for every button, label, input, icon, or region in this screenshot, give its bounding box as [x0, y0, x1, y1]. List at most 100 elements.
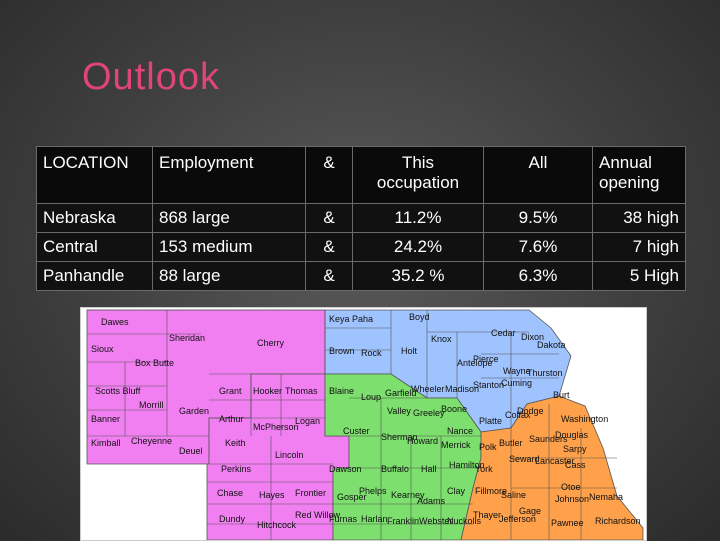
- county-label-lancaster: Lancaster: [535, 456, 575, 466]
- county-label-scotts-bluff: Scotts Bluff: [95, 386, 141, 396]
- county-labels: Dawes Sheridan Cherry Keya Paha Boyd Knox Ceda…: [91, 312, 641, 530]
- county-label-dawson: Dawson: [329, 464, 362, 474]
- cell-ampersand: &: [305, 232, 353, 262]
- county-label-otoe: Otoe: [561, 482, 581, 492]
- county-label-hall: Hall: [421, 464, 437, 474]
- county-label-deuel: Deuel: [179, 446, 203, 456]
- cell-location: Nebraska: [36, 203, 153, 233]
- table-row: Panhandle 88 large & 35.2 % 6.3% 5 High: [36, 261, 686, 291]
- county-label-webster: Webster: [419, 516, 452, 526]
- county-label-hamilton: Hamilton: [449, 460, 485, 470]
- county-label-nance: Nance: [447, 426, 473, 436]
- county-label-cherry: Cherry: [257, 338, 285, 348]
- county-label-stanton: Stanton: [473, 380, 504, 390]
- county-label-lincoln: Lincoln: [275, 450, 304, 460]
- county-label-furnas: Furnas: [329, 514, 358, 524]
- county-label-hayes: Hayes: [259, 490, 285, 500]
- county-label-johnson: Johnson: [555, 494, 589, 504]
- county-label-madison: Madison: [445, 384, 479, 394]
- county-label-kearney: Kearney: [391, 490, 425, 500]
- county-label-knox: Knox: [431, 334, 452, 344]
- county-label-burt: Burt: [553, 390, 570, 400]
- table-row: Central 153 medium & 24.2% 7.6% 7 high: [36, 232, 686, 262]
- county-label-keith: Keith: [225, 438, 246, 448]
- county-label-cass: Cass: [565, 460, 586, 470]
- county-label-seward: Seward: [509, 454, 540, 464]
- cell-ampersand: &: [305, 261, 353, 291]
- county-label-buffalo: Buffalo: [381, 464, 409, 474]
- county-label-washington: Washington: [561, 414, 608, 424]
- county-label-merrick: Merrick: [441, 440, 471, 450]
- cell-this-occupation: 35.2 %: [352, 261, 484, 291]
- header-employment: Employment: [152, 146, 306, 204]
- county-label-thurston: Thurston: [527, 368, 563, 378]
- county-label-douglas: Douglas: [555, 430, 589, 440]
- county-label-wheeler: Wheeler: [411, 384, 445, 394]
- region-southeast: [460, 395, 644, 540]
- county-label-logan: Logan: [295, 416, 320, 426]
- header-ampersand: &: [305, 146, 353, 204]
- county-label-brown: Brown: [329, 346, 355, 356]
- county-label-holt: Holt: [401, 346, 418, 356]
- cell-location: Central: [36, 232, 153, 262]
- header-all: All: [483, 146, 593, 204]
- county-label-dodge: Dodge: [517, 406, 544, 416]
- cell-this-occupation: 24.2%: [352, 232, 484, 262]
- county-label-cheyenne: Cheyenne: [131, 436, 172, 446]
- county-label-butler: Butler: [499, 438, 523, 448]
- county-label-garden: Garden: [179, 406, 209, 416]
- county-label-frontier: Frontier: [295, 488, 326, 498]
- nebraska-county-map: Dawes Sheridan Cherry Keya Paha Boyd Knox Ceda…: [80, 307, 647, 541]
- county-label-jefferson: Jefferson: [499, 514, 536, 524]
- county-label-keya-paha: Keya Paha: [329, 314, 373, 324]
- county-label-morrill: Morrill: [139, 400, 164, 410]
- county-label-rock: Rock: [361, 348, 382, 358]
- county-label-banner: Banner: [91, 414, 120, 424]
- county-label-boyd: Boyd: [409, 312, 430, 322]
- county-label-howard: Howard: [407, 436, 438, 446]
- county-label-dakota: Dakota: [537, 340, 566, 350]
- county-label-box-butte: Box Butte: [135, 358, 174, 368]
- county-label-thayer: Thayer: [473, 510, 501, 520]
- county-label-thomas: Thomas: [285, 386, 318, 396]
- cell-annual-opening: 38 high: [592, 203, 686, 233]
- county-label-gosper: Gosper: [337, 492, 367, 502]
- cell-location: Panhandle: [36, 261, 153, 291]
- county-label-antelope: Antelope: [457, 358, 493, 368]
- county-label-greeley: Greeley: [413, 408, 445, 418]
- county-label-franklin: Franklin: [387, 516, 419, 526]
- cell-all: 7.6%: [483, 232, 593, 262]
- county-label-sioux: Sioux: [91, 344, 114, 354]
- cell-annual-opening: 7 high: [592, 232, 686, 262]
- county-label-hooker: Hooker: [253, 386, 282, 396]
- outlook-table: LOCATION Employment & This occupation Al…: [36, 146, 686, 291]
- county-label-chase: Chase: [217, 488, 243, 498]
- county-label-red-willow: Red Willow: [295, 510, 341, 520]
- county-label-sheridan: Sheridan: [169, 333, 205, 343]
- county-label-boone: Boone: [441, 404, 467, 414]
- county-label-arthur: Arthur: [219, 414, 244, 424]
- map-regions: [86, 309, 644, 540]
- county-label-sherman: Sherman: [381, 432, 418, 442]
- slide-title: Outlook: [82, 56, 220, 98]
- county-label-clay: Clay: [447, 486, 466, 496]
- county-label-nemaha: Nemaha: [589, 492, 623, 502]
- county-label-adams: Adams: [417, 496, 446, 506]
- county-label-polk: Polk: [479, 442, 497, 452]
- county-label-york: York: [475, 464, 493, 474]
- county-label-pawnee: Pawnee: [551, 518, 584, 528]
- county-label-saunders: Saunders: [529, 434, 568, 444]
- county-label-valley: Valley: [387, 406, 411, 416]
- county-label-dawes: Dawes: [101, 317, 129, 327]
- county-borders: [87, 309, 617, 540]
- county-label-harlan: Harlan: [361, 514, 388, 524]
- cell-ampersand: &: [305, 203, 353, 233]
- county-label-garfield: Garfield: [385, 388, 417, 398]
- cell-this-occupation: 11.2%: [352, 203, 484, 233]
- county-label-loup: Loup: [361, 392, 381, 402]
- county-label-blaine: Blaine: [329, 386, 354, 396]
- county-label-perkins: Perkins: [221, 464, 252, 474]
- table-header-row: LOCATION Employment & This occupation Al…: [36, 146, 686, 204]
- county-label-cuming: Cuming: [501, 378, 532, 388]
- header-this-occupation: This occupation: [352, 146, 484, 204]
